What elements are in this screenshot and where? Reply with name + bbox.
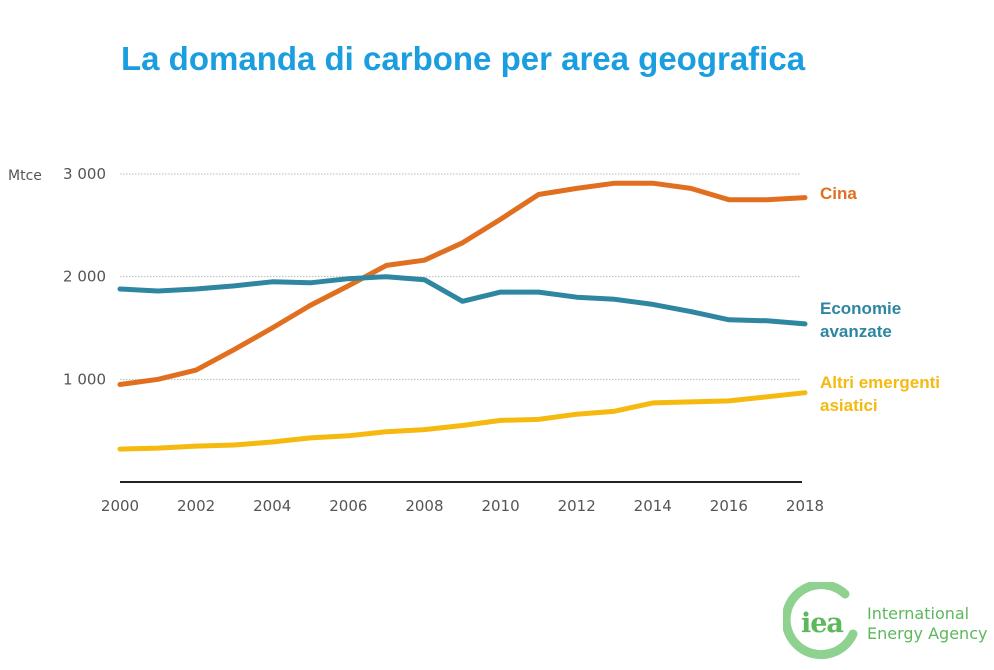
x-tick-label: 2010 xyxy=(481,497,519,515)
y-axis-unit: Mtce xyxy=(8,168,42,184)
y-tick-label: 3 000 xyxy=(63,165,106,183)
y-tick-label: 1 000 xyxy=(63,370,106,388)
series-lines xyxy=(117,180,808,452)
iea-logo-line2: Energy Agency xyxy=(867,624,988,643)
x-tick-label: 2018 xyxy=(786,497,824,515)
x-tick-label: 2000 xyxy=(101,497,139,515)
series-line-0 xyxy=(117,180,808,387)
x-tick-label: 2016 xyxy=(710,497,748,515)
iea-logo-line1: International xyxy=(867,604,970,623)
series-line-1 xyxy=(117,274,808,327)
series-line-2 xyxy=(117,390,808,452)
x-tick-label: 2012 xyxy=(558,497,596,515)
series-label: asiatici xyxy=(820,396,878,415)
x-tick-label: 2002 xyxy=(177,497,215,515)
series-label: Altri emergenti xyxy=(820,373,940,392)
series-label: Cina xyxy=(820,184,857,203)
x-tick-label: 2008 xyxy=(405,497,443,515)
series-label: avanzate xyxy=(820,322,892,341)
x-tick-label: 2004 xyxy=(253,497,291,515)
iea-logo-mark: iea xyxy=(801,608,844,639)
chart-title: La domanda di carbone per area geografic… xyxy=(121,40,806,77)
x-tick-label: 2006 xyxy=(329,497,367,515)
x-axis-ticks: 2000 2002 2004 2006 2008 2010 2012 2014 2016 2018 xyxy=(101,497,824,515)
series-labels: Cina Economie avanzate Altri emergenti asiat… xyxy=(820,184,940,415)
iea-logo-text: International Energy Agency xyxy=(867,604,987,644)
y-tick-label: 2 000 xyxy=(63,268,106,286)
iea-logo: iea International Energy Agency xyxy=(783,582,993,662)
gridlines xyxy=(120,173,800,380)
x-tick-label: 2014 xyxy=(634,497,672,515)
iea-logo-ring-icon xyxy=(783,582,858,660)
series-label: Economie xyxy=(820,299,901,318)
y-axis-ticks: 1 000 2 000 3 000 xyxy=(63,165,106,388)
